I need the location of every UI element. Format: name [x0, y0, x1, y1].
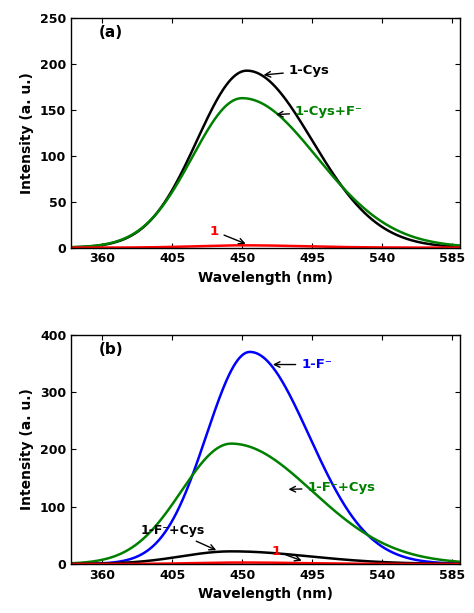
Text: 1: 1: [272, 545, 300, 561]
Text: 1: 1: [210, 224, 244, 244]
Text: 1-F⁻+Cys: 1-F⁻+Cys: [141, 524, 215, 550]
X-axis label: Wavelength (nm): Wavelength (nm): [198, 271, 333, 285]
Y-axis label: Intensity (a. u.): Intensity (a. u.): [20, 389, 35, 510]
Y-axis label: Intensity (a. u.): Intensity (a. u.): [20, 72, 35, 194]
Text: 1-F⁻: 1-F⁻: [274, 358, 332, 371]
Text: (b): (b): [98, 341, 123, 357]
Text: 1-Cys: 1-Cys: [265, 64, 329, 77]
Text: (a): (a): [98, 25, 122, 40]
Text: 1-Cys+F⁻: 1-Cys+F⁻: [278, 105, 363, 118]
X-axis label: Wavelength (nm): Wavelength (nm): [198, 587, 333, 601]
Text: 1-F⁻+Cys: 1-F⁻+Cys: [290, 481, 375, 494]
